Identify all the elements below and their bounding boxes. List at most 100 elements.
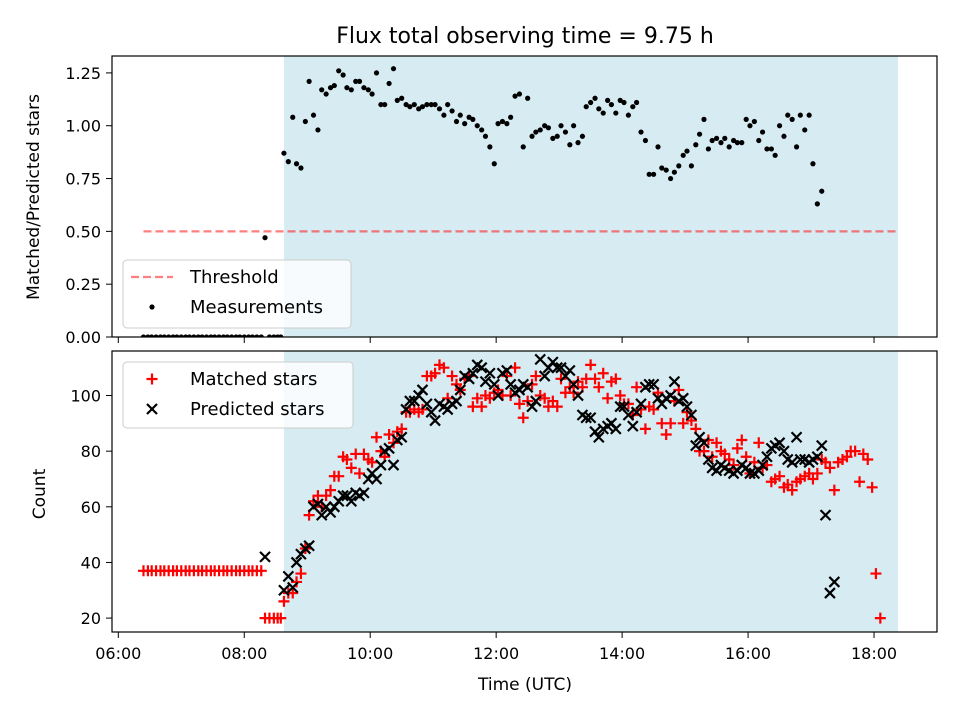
matched-star-point bbox=[702, 434, 714, 446]
measurement-point bbox=[161, 334, 167, 337]
measurement-point bbox=[567, 142, 573, 148]
measurement-point bbox=[537, 127, 543, 133]
measurement-point bbox=[579, 133, 586, 139]
measurement-point bbox=[756, 137, 762, 144]
measurement-point bbox=[441, 112, 447, 118]
measurement-point bbox=[844, 0, 849, 3]
matched-star-point bbox=[622, 398, 634, 410]
measurement-point bbox=[149, 334, 155, 337]
measurement-point bbox=[870, 0, 875, 3]
predicted-star-point bbox=[501, 364, 513, 377]
measurement-point bbox=[470, 116, 476, 122]
x-axis-label: Time (UTC) bbox=[477, 675, 572, 695]
measurement-point bbox=[857, 0, 862, 3]
predicted-star-point bbox=[761, 450, 773, 463]
predicted-star-point bbox=[702, 453, 715, 466]
matched-star-point bbox=[320, 490, 332, 502]
legend-measurement-label: Measurements bbox=[190, 297, 323, 318]
matched-star-point bbox=[665, 417, 677, 429]
predicted-star-point bbox=[479, 375, 492, 388]
measurement-point bbox=[436, 106, 443, 112]
measurement-point bbox=[693, 142, 699, 148]
measurement-point bbox=[747, 123, 753, 129]
measurement-point bbox=[411, 101, 417, 108]
matched-star-point bbox=[396, 423, 408, 435]
matched-star-point bbox=[811, 467, 823, 479]
matched-star-point bbox=[731, 442, 743, 454]
matched-star-point bbox=[841, 451, 853, 463]
matched-star-point bbox=[631, 381, 643, 393]
predicted-star-point bbox=[744, 467, 756, 480]
measurement-point bbox=[344, 85, 350, 91]
measurement-point bbox=[840, 0, 845, 3]
predicted-star-point bbox=[593, 431, 605, 444]
matched-star-point bbox=[677, 417, 689, 429]
measurement-point bbox=[479, 127, 485, 133]
predicted-star-point bbox=[421, 398, 433, 410]
measurement-point bbox=[331, 82, 337, 89]
measurement-point bbox=[453, 118, 460, 125]
matched-star-point bbox=[711, 437, 723, 449]
measurement-point bbox=[617, 97, 623, 103]
predicted-star-point bbox=[484, 367, 496, 380]
predicted-star-point bbox=[278, 584, 290, 597]
measurement-point bbox=[290, 114, 296, 120]
legend-box bbox=[122, 259, 352, 329]
predicted-star-point bbox=[492, 389, 504, 402]
predicted-star-point bbox=[303, 539, 315, 552]
measurement-point bbox=[224, 334, 230, 337]
measurement-point bbox=[432, 101, 438, 108]
measurement-point bbox=[302, 118, 308, 125]
measurement-point bbox=[525, 95, 531, 101]
measurement-point bbox=[508, 114, 514, 120]
measurement-point bbox=[153, 334, 159, 337]
predicted-star-point bbox=[584, 411, 597, 424]
x-tick-label: 14:00 bbox=[599, 644, 645, 663]
measurement-point bbox=[212, 334, 218, 337]
predicted-star-point bbox=[504, 378, 517, 391]
matched-star-point bbox=[849, 445, 861, 457]
measurement-point bbox=[319, 87, 325, 93]
predicted-star-point bbox=[526, 400, 538, 413]
predicted-star-point bbox=[450, 395, 463, 407]
measurement-point bbox=[504, 121, 510, 127]
measurement-point bbox=[327, 85, 334, 91]
predicted-star-point bbox=[567, 378, 580, 391]
matched-star-point bbox=[555, 373, 567, 385]
measurement-point bbox=[781, 133, 787, 139]
measurement-point bbox=[621, 99, 627, 106]
predicted-star-point bbox=[387, 459, 400, 471]
measurement-point bbox=[625, 112, 632, 118]
matched-star-point bbox=[526, 378, 538, 390]
measurement-point bbox=[281, 150, 287, 156]
matched-star-point bbox=[539, 392, 551, 404]
measurement-point bbox=[575, 140, 581, 146]
measurement-point bbox=[759, 129, 766, 135]
measurement-point bbox=[482, 133, 489, 139]
predicted-star-point bbox=[778, 445, 790, 457]
matched-star-point bbox=[484, 392, 496, 404]
predicted-star-point bbox=[530, 395, 542, 407]
y-tick-label: 20 bbox=[81, 609, 101, 628]
x-tick-label: 16:00 bbox=[725, 644, 771, 663]
measurement-point bbox=[726, 144, 732, 150]
measurement-point bbox=[810, 161, 816, 167]
measurement-point bbox=[592, 95, 598, 101]
predicted-star-point bbox=[681, 400, 693, 413]
matched-star-point bbox=[820, 456, 832, 468]
measurement-point bbox=[768, 146, 774, 152]
measurement-point bbox=[191, 334, 197, 337]
matched-star-point bbox=[471, 392, 483, 404]
measurement-point bbox=[487, 144, 493, 150]
matched-star-point bbox=[513, 398, 525, 410]
matched-star-point bbox=[857, 448, 869, 460]
measurement-point bbox=[356, 78, 363, 84]
measurement-point bbox=[249, 334, 256, 337]
predicted-star-point bbox=[589, 425, 601, 438]
measurement-point bbox=[424, 101, 430, 108]
predicted-star-point bbox=[572, 389, 584, 402]
legend-predicted-label: Predicted stars bbox=[190, 399, 324, 420]
matched-star-point bbox=[681, 406, 693, 418]
predicted-star-point bbox=[610, 423, 622, 435]
